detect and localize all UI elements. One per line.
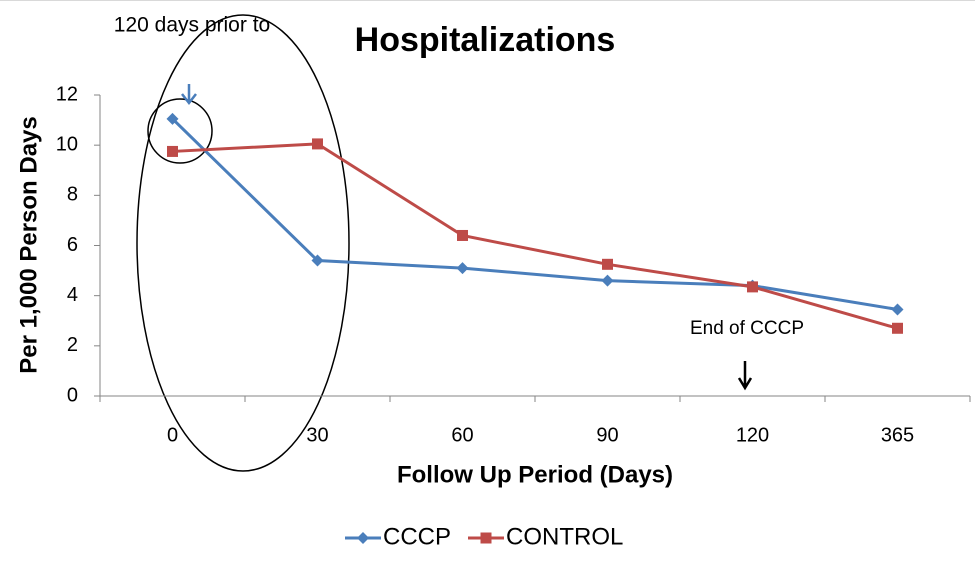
x-tick-label: 30 xyxy=(306,424,328,446)
x-tick-label: 0 xyxy=(167,424,178,446)
y-tick-label: 10 xyxy=(56,133,78,155)
highlight-ellipse xyxy=(136,14,350,472)
legend-label: CCCP xyxy=(383,523,451,550)
data-point xyxy=(891,303,904,316)
data-point xyxy=(166,112,179,125)
y-tick-label: 4 xyxy=(67,284,78,306)
data-point xyxy=(602,258,613,270)
y-tick-label: 8 xyxy=(67,184,78,206)
highlight-circle xyxy=(147,98,213,164)
chart-title: Hospitalizations xyxy=(355,21,616,59)
legend-marker xyxy=(357,532,369,544)
legend-item: CCCP xyxy=(345,523,451,550)
data-point xyxy=(747,281,758,293)
y-tick-label: 0 xyxy=(67,384,78,406)
series-line xyxy=(172,142,898,330)
x-tick-label: 90 xyxy=(596,424,618,446)
y-tick-label: 6 xyxy=(67,234,78,256)
x-axis-title: Follow Up Period (Days) xyxy=(397,461,673,488)
y-tick-label: 12 xyxy=(56,83,78,105)
annotation-arrow xyxy=(181,84,197,106)
annotation: End of CCCP xyxy=(690,318,804,339)
data-point xyxy=(892,322,903,334)
x-tick-label: 120 xyxy=(736,424,769,446)
data-point xyxy=(456,262,469,275)
data-point xyxy=(601,274,614,287)
data-point xyxy=(167,145,178,157)
annotation-arrow xyxy=(737,361,753,391)
x-tick-label: 365 xyxy=(881,424,914,446)
annotation: 120 days prior to xyxy=(114,14,270,37)
legend-label: CONTROL xyxy=(506,523,623,550)
data-point xyxy=(312,138,323,150)
y-axis-title: Per 1,000 Person Days xyxy=(15,116,42,374)
y-tick-label: 2 xyxy=(67,334,78,356)
legend-item: CONTROL xyxy=(468,523,623,550)
legend-marker xyxy=(480,532,492,544)
x-tick-label: 60 xyxy=(451,424,473,446)
series-line xyxy=(171,117,898,311)
data-point xyxy=(457,229,468,241)
data-point xyxy=(311,254,324,267)
